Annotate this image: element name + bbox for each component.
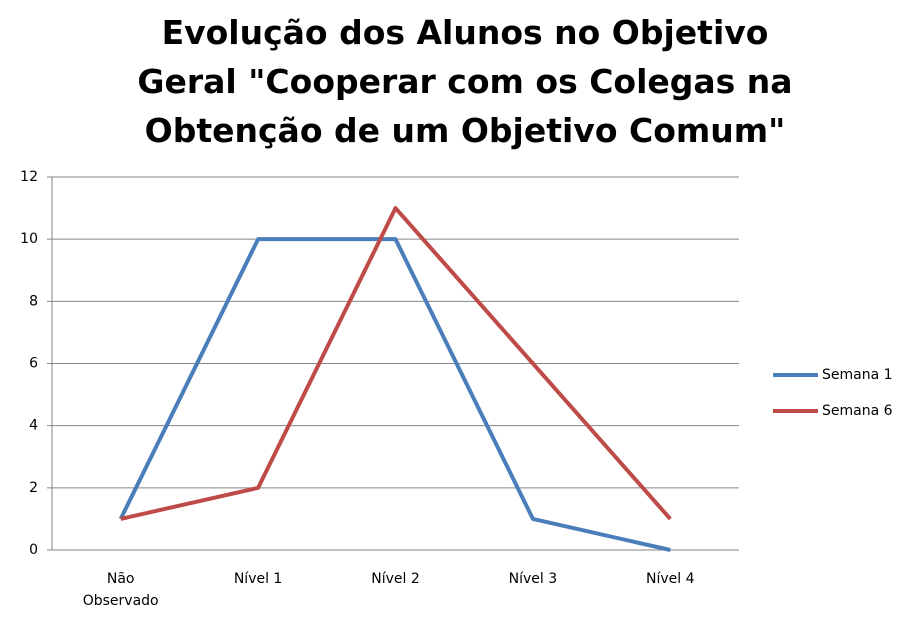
y-tick-label: 4	[29, 418, 38, 434]
y-tick-label: 0	[29, 542, 38, 558]
y-tick-label: 6	[29, 356, 38, 372]
x-tick-label: Nível 3	[508, 571, 558, 587]
x-tick-label: Não Observado	[82, 571, 159, 609]
x-tick-label: Nível 4	[646, 571, 695, 587]
series-line	[120, 206, 672, 521]
legend-label: Semana 1	[822, 367, 893, 383]
chart-title: Evolução dos Alunos no Objetivo Geral "C…	[137, 13, 793, 150]
legend-label: Semana 6	[822, 403, 893, 419]
y-tick-label: 10	[20, 231, 38, 247]
y-tick-label: 12	[20, 169, 38, 185]
x-tick-label: Nível 2	[371, 571, 420, 587]
y-tick-label: 8	[29, 293, 38, 309]
y-tick-label: 2	[29, 480, 38, 496]
x-tick-label: Nível 1	[233, 571, 283, 587]
series-line	[118, 237, 671, 552]
